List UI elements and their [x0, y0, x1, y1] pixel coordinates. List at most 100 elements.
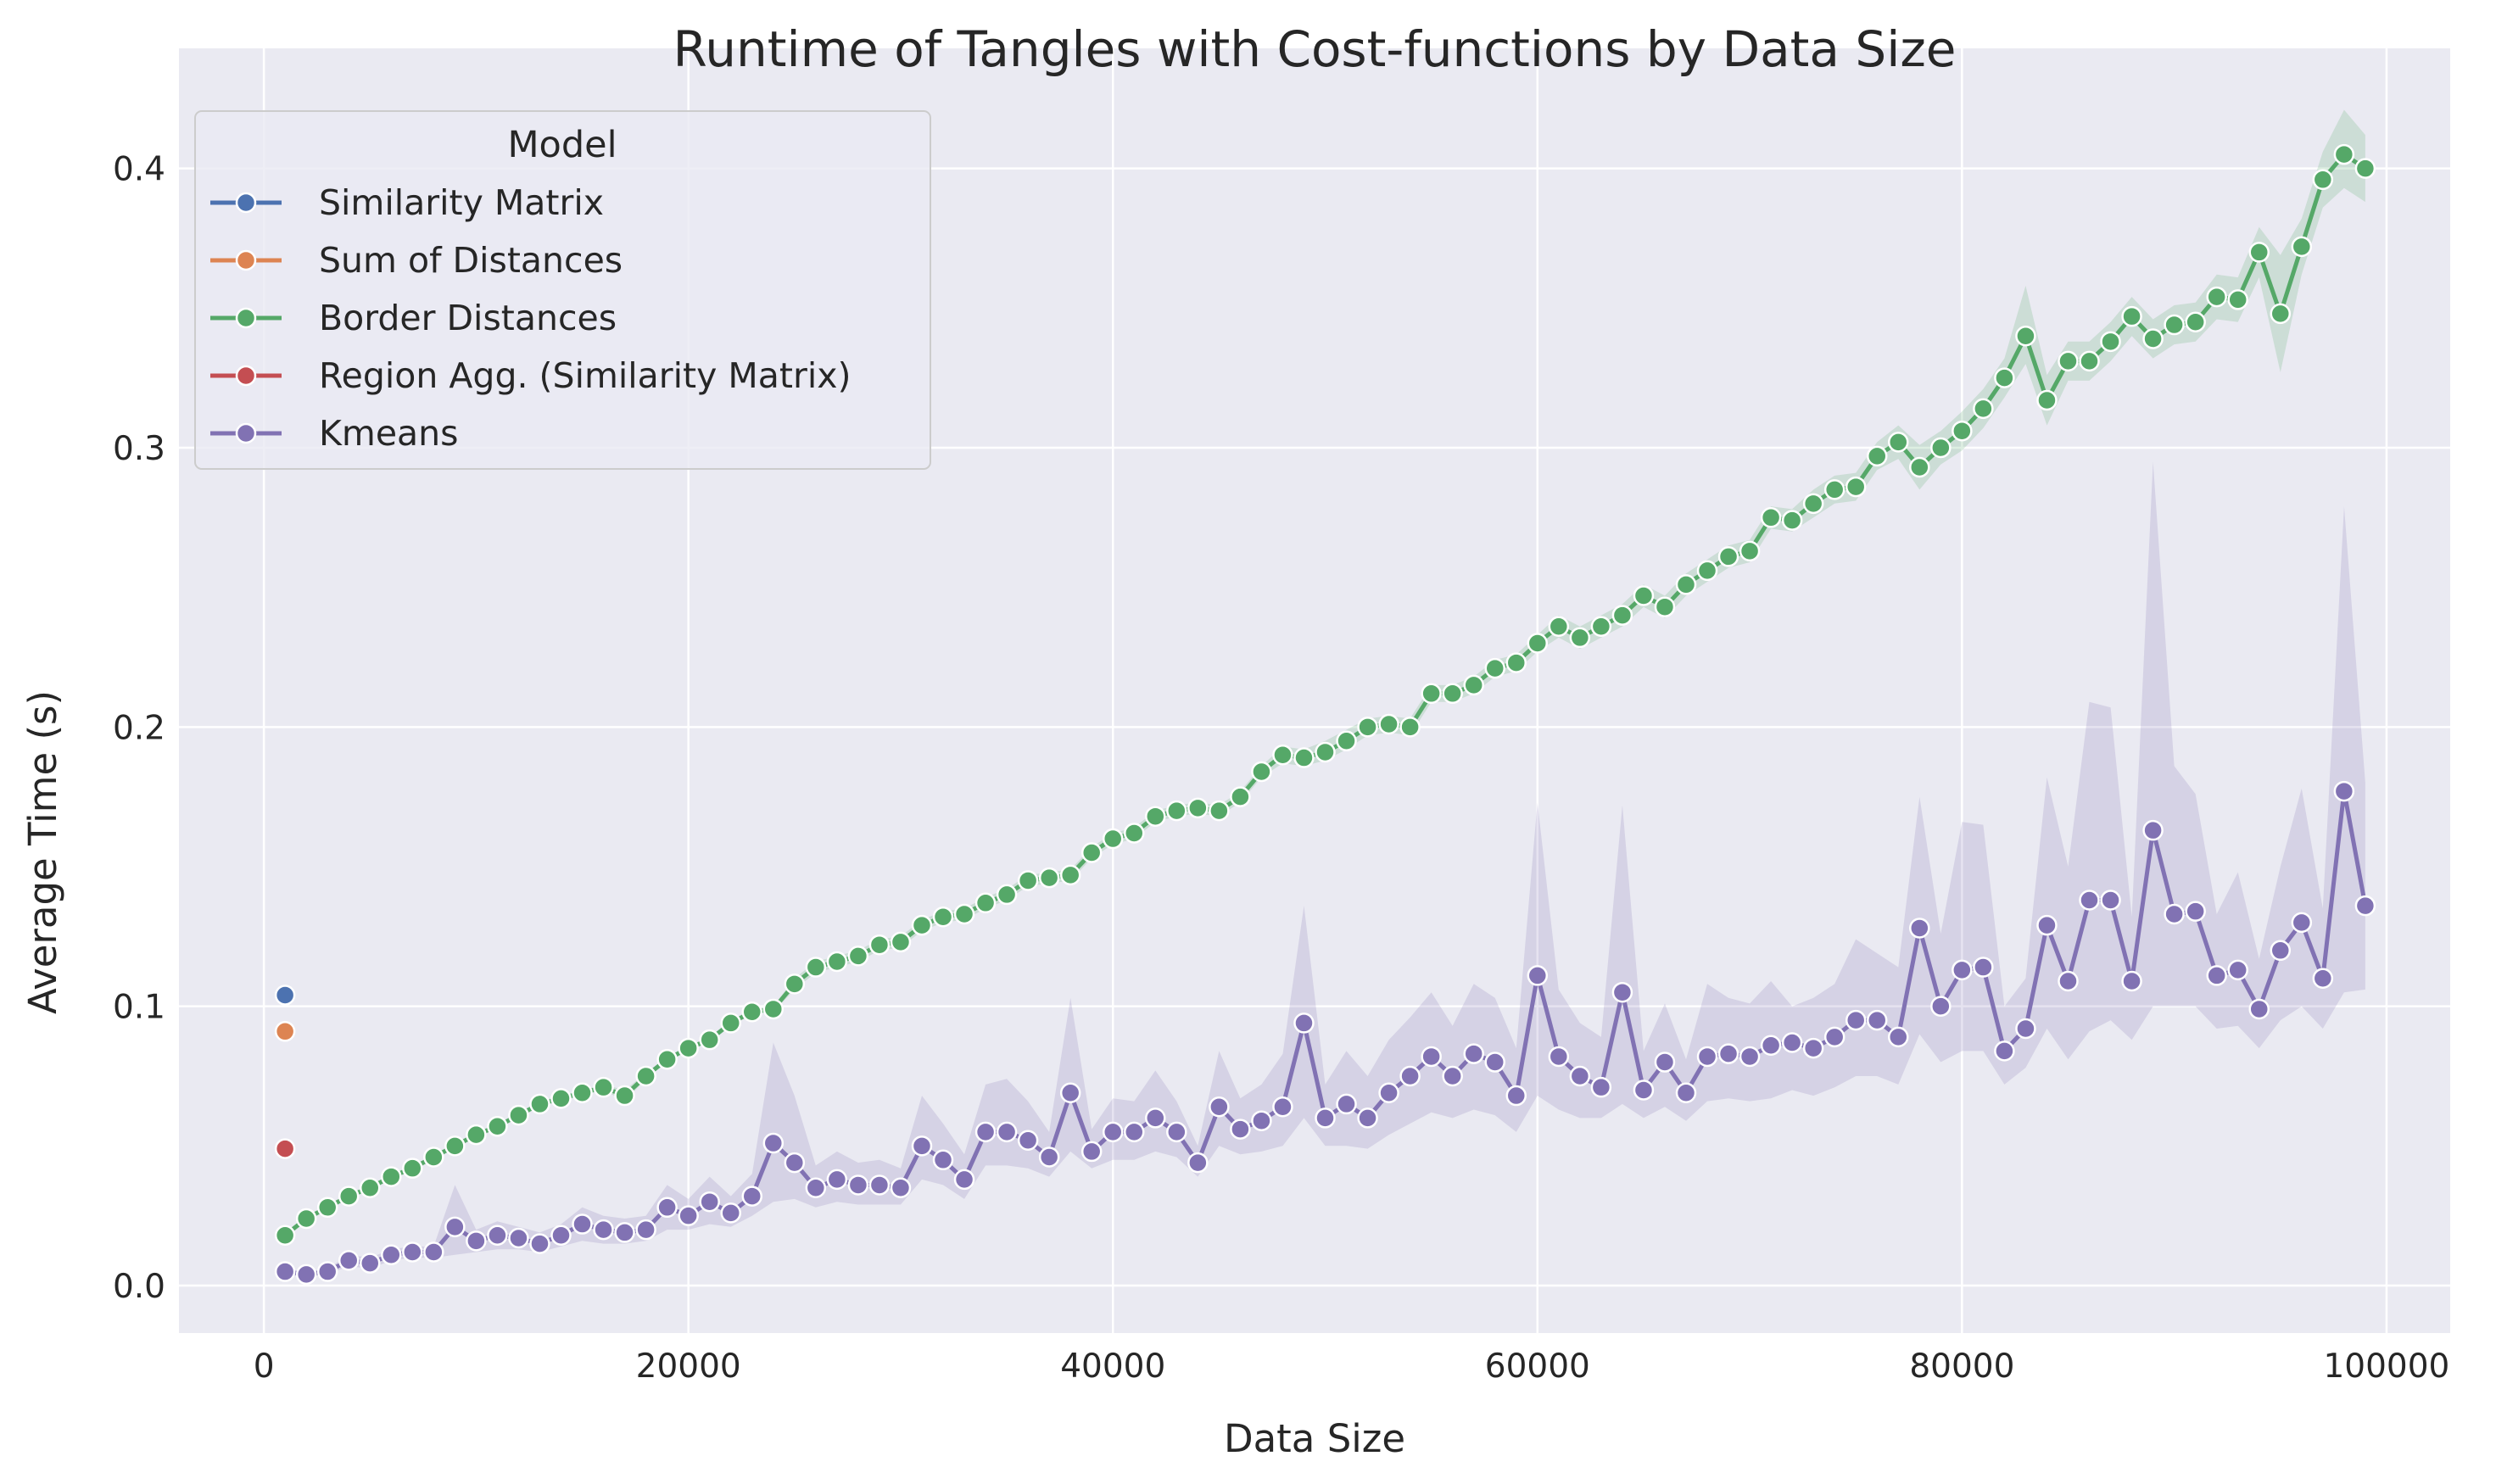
border-distances-point	[1315, 741, 1336, 763]
legend: Model Similarity Matrix Sum of Distances B…	[194, 110, 931, 470]
border-distances-point	[360, 1177, 381, 1198]
y-axis-label: Average Time (s)	[20, 690, 65, 1014]
legend-box	[194, 110, 931, 470]
border-distances-point	[2058, 350, 2079, 372]
border-distances-point	[635, 1065, 656, 1087]
kmeans-point	[678, 1205, 699, 1226]
border-distances-point	[678, 1037, 699, 1059]
border-distances-point	[1251, 761, 1272, 783]
kmeans-point	[1463, 1043, 1484, 1064]
kmeans-point	[847, 1174, 869, 1196]
border-distances-point	[2270, 303, 2292, 325]
grid-lines	[179, 48, 2450, 1333]
border-distances-point	[1187, 797, 1209, 819]
border-distances-point	[868, 934, 891, 956]
legend-label: Border Distances	[319, 298, 617, 338]
kmeans-point	[2206, 965, 2227, 986]
kmeans-point	[593, 1219, 614, 1241]
kmeans-point	[1696, 1046, 1718, 1068]
kmeans-point	[550, 1225, 572, 1246]
border-distances-point	[1760, 507, 1782, 528]
kmeans-point	[1973, 957, 1994, 978]
border-distances-point	[974, 892, 997, 914]
kmeans-point	[1080, 1141, 1103, 1163]
kmeans-point	[466, 1230, 487, 1252]
kmeans-point	[2142, 819, 2164, 841]
border-distances-point	[1230, 786, 1251, 807]
border-distances-point	[2312, 169, 2334, 191]
kmeans-point	[338, 1250, 360, 1271]
kmeans-point	[1357, 1107, 1378, 1129]
border-distances-point	[2164, 314, 2185, 336]
legend-swatch-marker	[235, 249, 257, 271]
kmeans-point	[402, 1241, 423, 1263]
border-distances-point	[1421, 683, 1442, 705]
kmeans-point	[1654, 1052, 1676, 1073]
legend-item-region-agg-similarity-matrix: Region Agg. (Similarity Matrix)	[210, 355, 852, 396]
series-points	[274, 143, 2376, 1286]
kmeans-point	[1230, 1119, 1251, 1140]
kmeans-point	[2333, 780, 2355, 802]
border-distances-point	[1017, 870, 1039, 891]
border-distances-point	[508, 1104, 529, 1126]
x-tick-label: 100000	[2323, 1347, 2449, 1386]
border-distances-point	[699, 1029, 720, 1051]
border-distances-point	[1845, 476, 1867, 498]
chart-title: Runtime of Tangles with Cost-functions b…	[673, 20, 1957, 78]
kmeans-point	[1145, 1107, 1166, 1129]
kmeans-point	[1336, 1093, 1357, 1115]
border-distances-point	[911, 914, 933, 936]
x-tick-label: 60000	[1485, 1347, 1590, 1386]
kmeans-point	[1909, 918, 1930, 939]
kmeans-point	[1187, 1152, 1209, 1174]
kmeans-point	[1994, 1040, 2015, 1062]
kmeans-point	[1059, 1082, 1081, 1104]
border-distances-point	[996, 884, 1018, 906]
kmeans-point	[1527, 965, 1549, 986]
border-distances-point	[826, 951, 848, 973]
border-distances-point	[932, 907, 954, 928]
border-distances-point	[847, 946, 869, 967]
border-distances-point	[487, 1116, 508, 1137]
kmeans-point	[1845, 1009, 1867, 1031]
border-distances-point	[295, 1208, 317, 1230]
border-distances-point	[274, 1225, 296, 1246]
border-distances-point	[381, 1166, 402, 1187]
border-distances-point	[593, 1076, 614, 1098]
border-distances-point	[2333, 143, 2355, 165]
x-tick-label: 20000	[636, 1347, 741, 1386]
border-distances-point	[1463, 674, 1484, 696]
border-distances-point	[1888, 432, 1909, 453]
kmeans-point	[784, 1152, 806, 1174]
kmeans-point	[2354, 895, 2376, 917]
y-tick-label: 0.3	[113, 430, 165, 468]
kmeans-point	[1590, 1076, 1612, 1098]
kmeans-point	[1739, 1046, 1761, 1068]
border-distances-point	[444, 1135, 466, 1157]
kmeans-point	[316, 1261, 338, 1282]
border-distances-point	[1866, 445, 1888, 467]
border-distances-point	[1569, 627, 1591, 649]
kmeans-confidence-band	[285, 461, 2365, 1278]
border-distances-point	[1484, 657, 1505, 679]
y-tick-label: 0.4	[113, 151, 165, 189]
kmeans-point	[1293, 1013, 1315, 1034]
border-distances-point	[1823, 479, 1845, 500]
kmeans-point	[1781, 1032, 1803, 1053]
border-distances-point	[1080, 842, 1103, 863]
border-distances-point	[2248, 242, 2270, 263]
kmeans-point	[360, 1252, 381, 1274]
legend-label: Region Agg. (Similarity Matrix)	[319, 355, 852, 396]
border-distances-point	[1166, 800, 1187, 822]
border-distances-point	[1633, 585, 1655, 606]
kmeans-point	[1038, 1146, 1060, 1168]
border-distances-point	[1739, 540, 1761, 562]
border-distances-point	[1781, 510, 1803, 531]
kmeans-point	[2312, 968, 2334, 989]
border-distances-point	[1272, 745, 1293, 766]
kmeans-point	[1952, 959, 1973, 981]
border-distances-point	[953, 903, 975, 925]
kmeans-point	[2185, 901, 2206, 922]
border-distances-point	[1696, 560, 1718, 582]
border-distances-point	[784, 974, 806, 995]
